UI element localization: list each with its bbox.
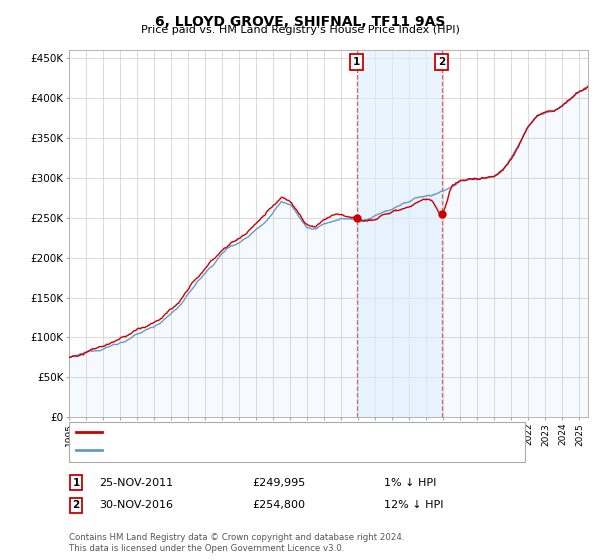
Text: 1: 1 [73, 478, 80, 488]
Text: 1: 1 [353, 57, 361, 67]
Text: 6, LLOYD GROVE, SHIFNAL, TF11 9AS (detached house): 6, LLOYD GROVE, SHIFNAL, TF11 9AS (detac… [106, 427, 394, 437]
Text: 2: 2 [439, 57, 446, 67]
Text: Price paid vs. HM Land Registry's House Price Index (HPI): Price paid vs. HM Land Registry's House … [140, 25, 460, 35]
Text: £254,800: £254,800 [252, 500, 305, 510]
Text: Contains HM Land Registry data © Crown copyright and database right 2024.
This d: Contains HM Land Registry data © Crown c… [69, 533, 404, 553]
Text: 25-NOV-2011: 25-NOV-2011 [99, 478, 173, 488]
Text: HPI: Average price, detached house, Shropshire: HPI: Average price, detached house, Shro… [106, 445, 355, 455]
Bar [357, 50, 442, 417]
Text: 1% ↓ HPI: 1% ↓ HPI [384, 478, 436, 488]
Text: 30-NOV-2016: 30-NOV-2016 [99, 500, 173, 510]
Text: £249,995: £249,995 [252, 478, 305, 488]
Text: 12% ↓ HPI: 12% ↓ HPI [384, 500, 443, 510]
Text: 6, LLOYD GROVE, SHIFNAL, TF11 9AS: 6, LLOYD GROVE, SHIFNAL, TF11 9AS [155, 15, 445, 29]
Text: 2: 2 [73, 500, 80, 510]
